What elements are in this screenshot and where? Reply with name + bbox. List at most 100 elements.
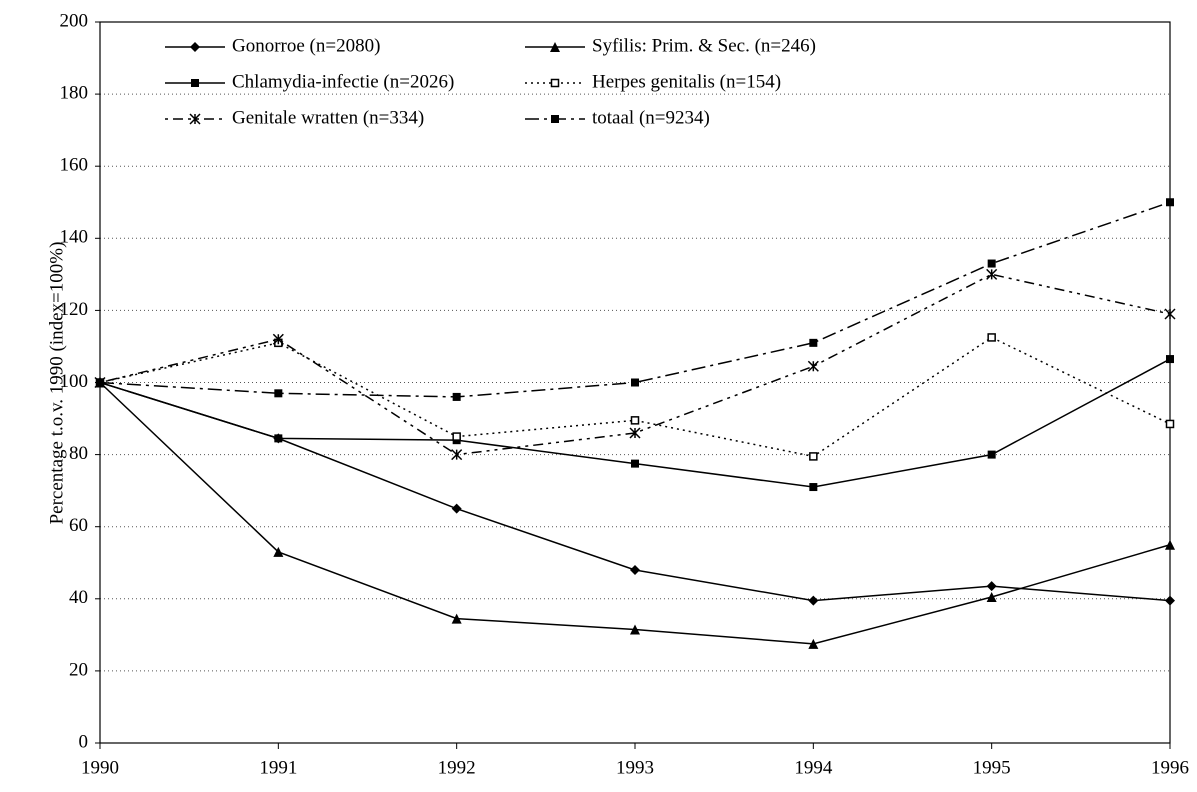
data-point bbox=[1164, 308, 1176, 320]
marker-shape bbox=[189, 113, 201, 125]
y-tick-label: 40 bbox=[69, 587, 88, 608]
y-tick-label: 20 bbox=[69, 659, 88, 680]
marker-shape bbox=[630, 624, 640, 635]
marker-shape bbox=[987, 450, 996, 459]
series-line bbox=[99, 273, 1171, 456]
marker-shape bbox=[550, 42, 560, 52]
x-tick-label: 1990 bbox=[81, 757, 119, 778]
y-tick-label: 160 bbox=[60, 155, 89, 176]
legend-item: Syfilis: Prim. & Sec. (n=246) bbox=[525, 35, 816, 56]
marker-shape bbox=[1166, 198, 1174, 207]
marker-shape bbox=[1164, 308, 1176, 320]
data-point bbox=[451, 503, 462, 514]
series-line bbox=[99, 201, 1171, 398]
data-point bbox=[807, 360, 819, 372]
marker-shape bbox=[451, 613, 462, 624]
data-point bbox=[630, 564, 640, 575]
data-point bbox=[274, 434, 283, 443]
data-point bbox=[1165, 595, 1175, 606]
data-point bbox=[629, 427, 641, 439]
data-point bbox=[1166, 198, 1174, 207]
data-point bbox=[272, 333, 284, 345]
marker-shape bbox=[1166, 355, 1174, 364]
marker-shape bbox=[631, 459, 639, 468]
data-point bbox=[630, 416, 640, 425]
marker-shape bbox=[1165, 419, 1175, 429]
marker-shape bbox=[452, 432, 461, 441]
data-point bbox=[986, 268, 998, 280]
marker-shape bbox=[809, 452, 818, 461]
x-tick-label: 1992 bbox=[438, 757, 476, 778]
legend-item: Genitale wratten (n=334) bbox=[165, 107, 424, 128]
marker-shape bbox=[630, 564, 640, 575]
data-point bbox=[809, 338, 818, 347]
marker-shape bbox=[191, 79, 199, 87]
data-point bbox=[1165, 419, 1175, 429]
legend-item: totaal (n=9234) bbox=[525, 107, 710, 128]
x-tick-label: 1993 bbox=[616, 757, 654, 778]
y-tick-label: 100 bbox=[60, 371, 89, 392]
y-tick-label: 60 bbox=[69, 515, 88, 536]
marker-shape bbox=[452, 392, 461, 401]
y-tick-label: 80 bbox=[69, 443, 88, 464]
data-point bbox=[631, 378, 639, 387]
marker-shape bbox=[987, 259, 996, 268]
data-point bbox=[96, 378, 104, 387]
data-point bbox=[1165, 539, 1175, 550]
y-tick-label: 200 bbox=[60, 10, 89, 31]
x-tick-label: 1994 bbox=[794, 757, 833, 778]
y-tick-label: 0 bbox=[79, 731, 89, 752]
legend-label: Chlamydia-infectie (n=2026) bbox=[232, 71, 454, 92]
legend-label: Genitale wratten (n=334) bbox=[232, 107, 424, 128]
marker-shape bbox=[808, 595, 819, 606]
marker-shape bbox=[551, 115, 559, 123]
marker-shape bbox=[986, 591, 997, 602]
marker-shape bbox=[96, 378, 104, 387]
marker-shape bbox=[631, 378, 639, 387]
data-point bbox=[986, 591, 997, 602]
marker-shape bbox=[1165, 595, 1175, 606]
y-tick-label: 140 bbox=[60, 227, 89, 248]
data-point bbox=[452, 392, 461, 401]
marker-shape bbox=[190, 42, 200, 52]
data-point bbox=[452, 432, 461, 441]
legend-label: totaal (n=9234) bbox=[592, 107, 710, 128]
data-point bbox=[987, 450, 996, 459]
y-tick-label: 180 bbox=[60, 82, 89, 103]
marker-shape bbox=[272, 333, 284, 345]
legend-label: Herpes genitalis (n=154) bbox=[592, 71, 781, 92]
marker-shape bbox=[809, 338, 818, 347]
data-point bbox=[451, 449, 463, 461]
y-axis-label: Percentage t.o.v. 1990 (index=100%) bbox=[46, 242, 67, 525]
marker-shape bbox=[986, 581, 997, 592]
data-point bbox=[809, 483, 818, 492]
marker-shape bbox=[630, 416, 640, 425]
marker-shape bbox=[274, 434, 283, 443]
marker-shape bbox=[451, 503, 462, 514]
x-tick-label: 1996 bbox=[1151, 757, 1189, 778]
marker-shape bbox=[1165, 539, 1175, 550]
legend-label: Gonorroe (n=2080) bbox=[232, 35, 380, 56]
x-tick-label: 1991 bbox=[259, 757, 297, 778]
data-point bbox=[808, 638, 819, 649]
marker-shape bbox=[809, 483, 818, 492]
data-point bbox=[273, 546, 284, 557]
data-point bbox=[1166, 355, 1174, 364]
marker-shape bbox=[273, 546, 284, 557]
marker-shape bbox=[807, 360, 819, 372]
series-line bbox=[99, 336, 1171, 458]
marker-shape bbox=[451, 449, 463, 461]
marker-shape bbox=[550, 78, 560, 88]
marker-shape bbox=[808, 638, 819, 649]
legend-item: Gonorroe (n=2080) bbox=[165, 35, 380, 56]
marker-shape bbox=[986, 268, 998, 280]
data-point bbox=[808, 595, 819, 606]
marker-shape bbox=[987, 333, 996, 342]
marker-shape bbox=[274, 389, 283, 398]
data-point bbox=[987, 259, 996, 268]
x-tick-label: 1995 bbox=[973, 757, 1011, 778]
data-point bbox=[987, 333, 996, 342]
data-point bbox=[809, 452, 818, 461]
data-point bbox=[986, 581, 997, 592]
